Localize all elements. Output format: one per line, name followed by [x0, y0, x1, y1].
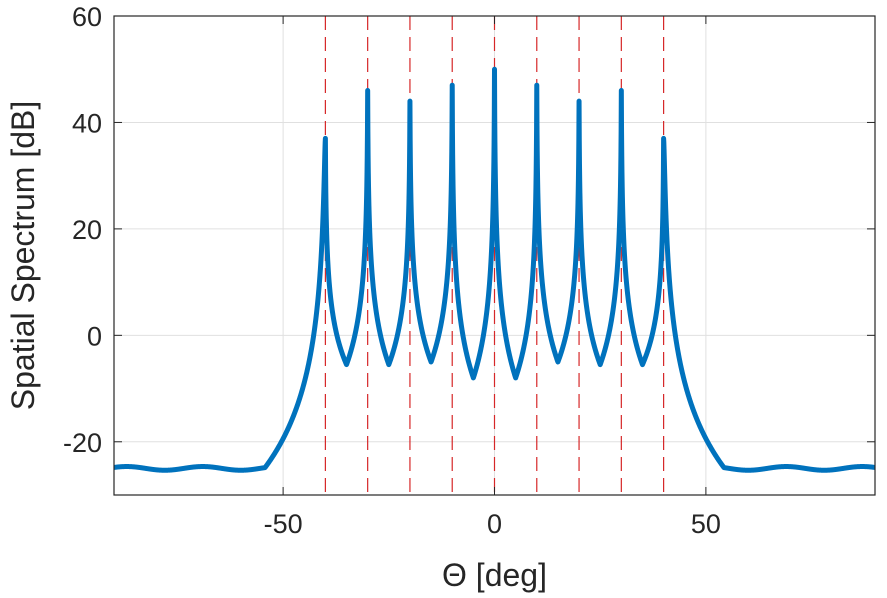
- y-tick-label: -20: [63, 428, 102, 458]
- axis-ticks: -50 0 50 -20 0 20 40 60: [63, 2, 875, 539]
- spectrum-series: [111, 66, 878, 473]
- y-axis-label: Spatial Spectrum [dB]: [5, 101, 41, 410]
- y-tick-label: 60: [72, 2, 102, 32]
- y-tick-label: 20: [72, 215, 102, 245]
- y-tick-label: 40: [72, 108, 102, 138]
- x-tick-label: 50: [691, 509, 721, 539]
- spectrum-line: [111, 66, 878, 473]
- x-tick-label: 0: [487, 509, 502, 539]
- x-axis-label: Θ [deg]: [442, 557, 547, 593]
- y-tick-label: 0: [87, 321, 102, 351]
- x-tick-label: -50: [264, 509, 303, 539]
